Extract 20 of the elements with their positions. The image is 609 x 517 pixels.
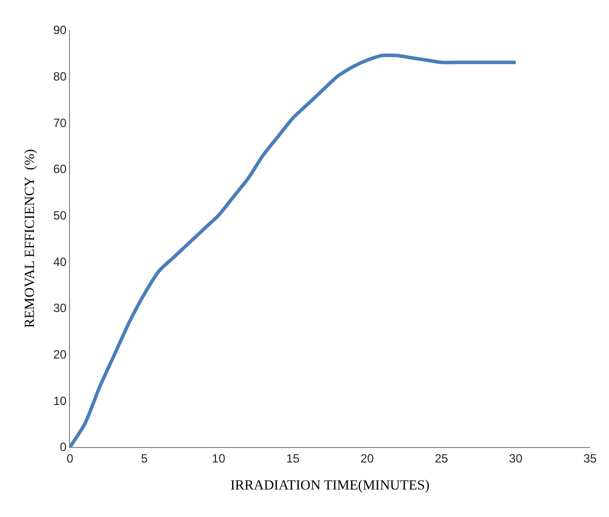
x-tick-label: 5: [140, 451, 148, 466]
y-tick-label: 50: [53, 208, 67, 223]
x-tick-label: 35: [583, 451, 597, 466]
y-tick-label: 80: [53, 70, 67, 84]
y-tick-label: 70: [53, 116, 67, 130]
y-tick-label: 20: [53, 348, 67, 362]
y-tick-label: 30: [53, 301, 67, 316]
y-tick-label: 90: [53, 23, 67, 38]
y-tick-label: 60: [53, 162, 67, 176]
x-tick-label: 30: [509, 451, 523, 466]
x-tick-label: 15: [286, 451, 300, 466]
y-tick-label: 10: [53, 394, 67, 408]
line-series: [70, 53, 518, 447]
x-tick-label: 10: [212, 451, 226, 466]
x-tick-label: 20: [360, 451, 374, 466]
y-axis-title: REMOVAL EFFICIENCY (%): [22, 148, 38, 328]
x-axis-title: IRRADIATION TIME(MINUTES): [230, 478, 430, 494]
x-tick-label: 25: [434, 451, 448, 466]
y-tick-label: 0: [60, 440, 67, 454]
y-tick-label: 40: [53, 254, 67, 269]
